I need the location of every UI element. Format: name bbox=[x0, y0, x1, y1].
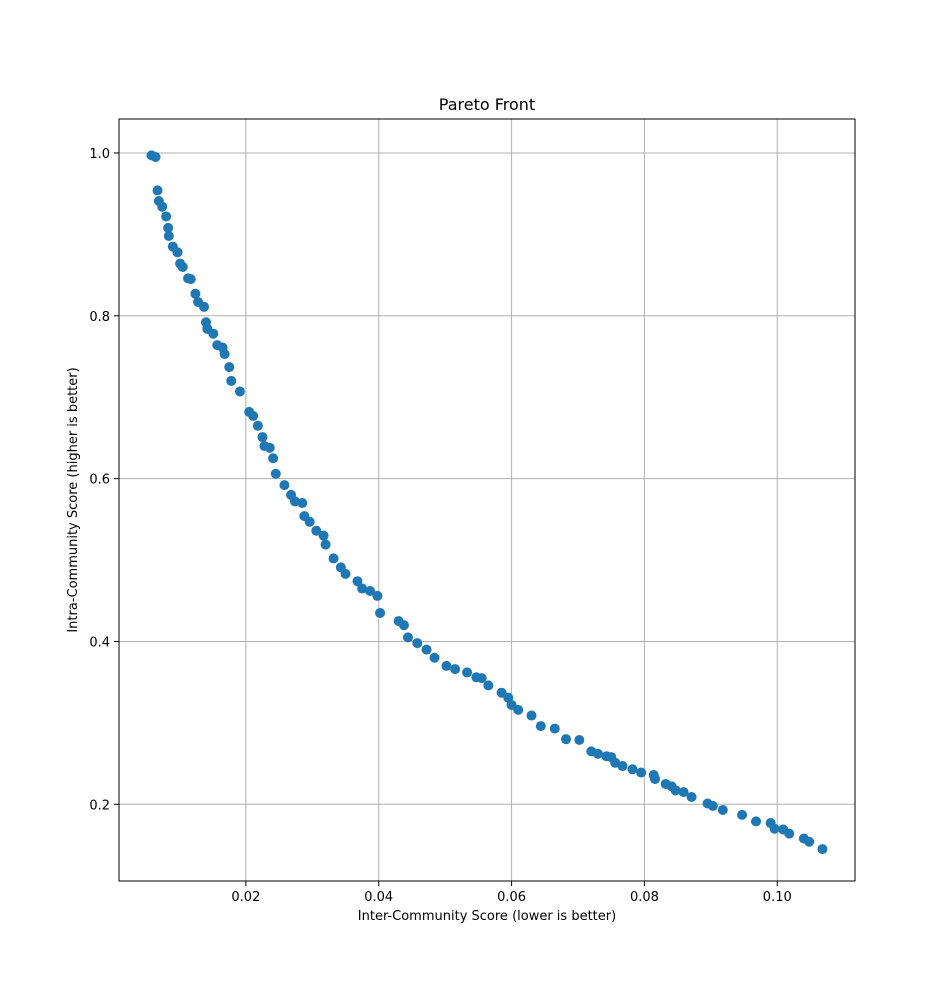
data-point bbox=[574, 734, 585, 745]
data-point bbox=[161, 211, 172, 222]
data-point bbox=[636, 767, 647, 778]
data-point bbox=[650, 774, 661, 785]
data-point bbox=[264, 442, 275, 453]
x-axis-ticks: 0.02 0.04 0.06 0.08 0.10 bbox=[231, 881, 792, 905]
data-point bbox=[328, 553, 339, 564]
x-tick-label: 0.02 bbox=[231, 890, 260, 905]
x-tick-label: 0.10 bbox=[763, 890, 792, 905]
data-point bbox=[751, 816, 762, 827]
chart-title: Pareto Front bbox=[439, 95, 535, 114]
data-point bbox=[804, 836, 815, 847]
data-point bbox=[476, 673, 487, 684]
data-point bbox=[163, 230, 174, 241]
data-point bbox=[372, 590, 383, 601]
data-point bbox=[402, 632, 413, 643]
y-tick-label: 0.8 bbox=[89, 310, 110, 325]
data-point bbox=[304, 516, 315, 527]
data-point bbox=[450, 664, 461, 675]
data-point bbox=[535, 721, 546, 732]
y-tick-label: 0.4 bbox=[89, 635, 110, 650]
data-point bbox=[375, 607, 386, 618]
data-point bbox=[678, 787, 689, 798]
y-tick-label: 1.0 bbox=[89, 147, 110, 162]
data-point bbox=[268, 453, 279, 464]
data-point bbox=[248, 410, 259, 421]
data-point bbox=[412, 638, 423, 649]
data-point bbox=[421, 644, 432, 655]
x-tick-label: 0.06 bbox=[497, 890, 526, 905]
data-point bbox=[257, 432, 268, 443]
data-point bbox=[172, 247, 183, 258]
data-point bbox=[270, 468, 281, 479]
data-point bbox=[429, 652, 440, 663]
data-point bbox=[483, 680, 494, 691]
data-point bbox=[398, 620, 409, 631]
data-point bbox=[297, 498, 308, 509]
x-tick-label: 0.04 bbox=[364, 890, 393, 905]
x-axis-label: Inter-Community Score (lower is better) bbox=[358, 909, 616, 924]
data-point bbox=[226, 375, 237, 386]
data-point bbox=[279, 480, 290, 491]
data-point bbox=[185, 274, 196, 285]
data-point bbox=[769, 823, 780, 834]
data-point bbox=[190, 288, 201, 299]
data-point bbox=[318, 530, 329, 541]
data-points bbox=[146, 150, 828, 855]
data-point bbox=[352, 576, 363, 587]
y-tick-label: 0.2 bbox=[89, 798, 110, 813]
data-point bbox=[157, 201, 168, 212]
data-point bbox=[224, 362, 235, 373]
data-point bbox=[234, 386, 245, 397]
data-point bbox=[152, 185, 163, 196]
data-point bbox=[817, 844, 828, 855]
data-point bbox=[208, 328, 219, 339]
x-tick-label: 0.08 bbox=[630, 890, 659, 905]
data-point bbox=[340, 568, 351, 579]
data-point bbox=[199, 301, 210, 312]
data-point bbox=[784, 828, 795, 839]
data-point bbox=[526, 710, 537, 721]
plot-area-frame bbox=[118, 118, 856, 882]
data-point bbox=[737, 809, 748, 820]
data-point bbox=[357, 583, 368, 594]
data-point bbox=[670, 785, 681, 796]
data-point bbox=[163, 222, 174, 233]
data-point bbox=[717, 805, 728, 816]
data-point bbox=[686, 791, 697, 802]
data-point bbox=[365, 585, 376, 596]
data-point bbox=[150, 152, 161, 163]
data-point bbox=[513, 704, 524, 715]
data-point bbox=[252, 420, 263, 431]
data-point bbox=[311, 525, 322, 536]
data-point bbox=[627, 764, 638, 775]
data-point bbox=[320, 539, 331, 550]
y-axis-ticks: 0.2 0.4 0.6 0.8 1.0 bbox=[89, 147, 119, 813]
data-point bbox=[707, 800, 718, 811]
data-point bbox=[462, 667, 473, 678]
data-point bbox=[592, 748, 603, 759]
data-point bbox=[441, 660, 452, 671]
data-point bbox=[549, 723, 560, 734]
data-point bbox=[219, 349, 230, 360]
data-point bbox=[617, 761, 628, 772]
data-point bbox=[561, 734, 572, 745]
y-tick-label: 0.6 bbox=[89, 473, 110, 488]
grid-lines bbox=[119, 119, 855, 881]
y-axis-label: Intra-Community Score (higher is better) bbox=[66, 367, 81, 632]
data-point bbox=[177, 261, 188, 272]
